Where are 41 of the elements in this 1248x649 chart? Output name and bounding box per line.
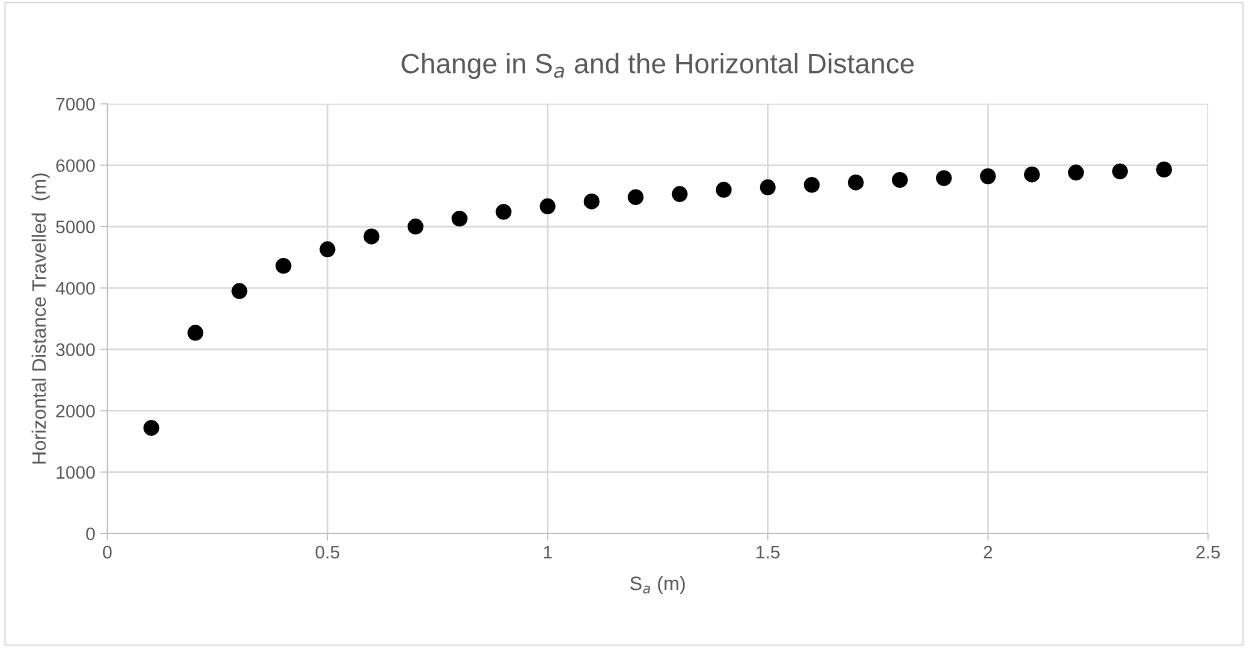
y-tick-label: 0 bbox=[86, 527, 95, 541]
point bbox=[319, 241, 336, 258]
point bbox=[715, 181, 732, 198]
x-tick-label: 0 bbox=[103, 545, 112, 559]
x-tick-label: 1 bbox=[543, 545, 552, 559]
x-tick-label: 2.5 bbox=[1196, 545, 1220, 559]
y-tick-label: 2000 bbox=[56, 404, 95, 418]
point bbox=[231, 283, 248, 300]
point bbox=[1023, 166, 1040, 183]
x-tick-label: 0.5 bbox=[315, 545, 340, 559]
point bbox=[495, 203, 512, 220]
point bbox=[407, 218, 424, 235]
x-tick-label: 2 bbox=[983, 545, 993, 559]
point bbox=[143, 419, 160, 436]
x-axis-title: S$_{a}$ (m) bbox=[630, 576, 685, 595]
y-tick-label: 5000 bbox=[56, 220, 95, 234]
point bbox=[539, 198, 556, 215]
point bbox=[759, 179, 776, 196]
point bbox=[671, 186, 688, 203]
chart-title: Change in S$_{a}$ and the Horizontal Distance bbox=[401, 53, 914, 79]
point bbox=[451, 210, 468, 227]
point bbox=[1067, 164, 1084, 181]
point bbox=[847, 174, 864, 191]
point bbox=[187, 324, 204, 341]
point bbox=[275, 257, 292, 274]
x-tick-label: 1.5 bbox=[756, 545, 780, 559]
point bbox=[363, 228, 380, 245]
y-tick-label: 4000 bbox=[55, 281, 95, 295]
y-tick-label: 3000 bbox=[56, 343, 95, 357]
y-tick-label: 1000 bbox=[56, 466, 95, 479]
y-tick-label: 7000 bbox=[56, 97, 95, 111]
y-tick-label: 6000 bbox=[56, 159, 95, 172]
point bbox=[583, 193, 600, 210]
point bbox=[1112, 163, 1128, 180]
point bbox=[803, 176, 820, 193]
point bbox=[627, 189, 644, 206]
point bbox=[1156, 161, 1173, 178]
y-axis-title: Horizontal Distance Travelled (m) bbox=[31, 173, 50, 464]
point bbox=[979, 168, 996, 185]
point bbox=[935, 170, 952, 187]
point bbox=[891, 171, 908, 188]
